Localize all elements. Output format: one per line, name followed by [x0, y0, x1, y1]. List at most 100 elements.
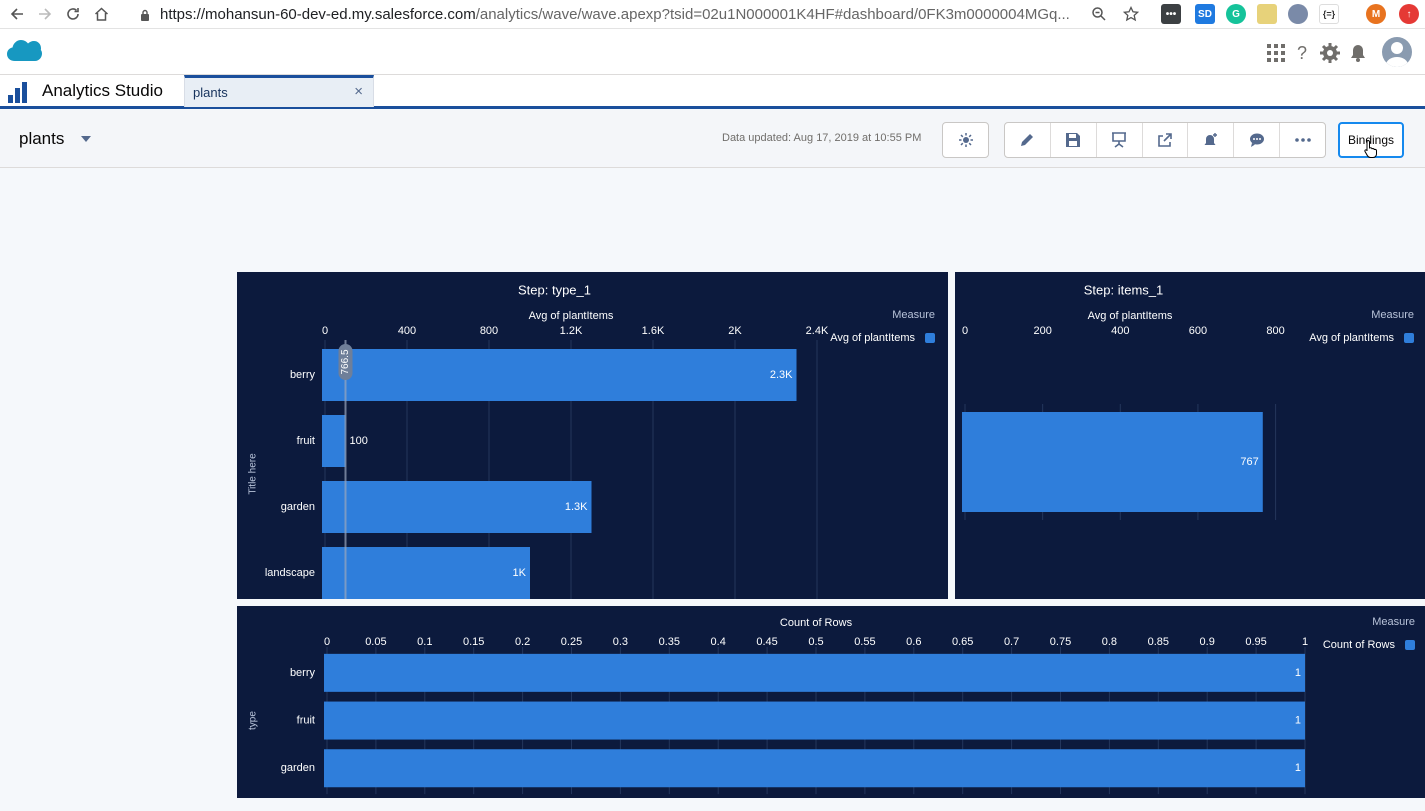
data-label: 1 [1295, 667, 1301, 679]
x-tick-label: 0.25 [561, 636, 582, 648]
bar [324, 653, 1305, 692]
category-label: garden [281, 762, 315, 774]
json-extension-icon[interactable]: {=} [1319, 4, 1339, 24]
legend-item-label: Avg of plantItems [830, 332, 915, 344]
profile-avatar[interactable]: M [1366, 4, 1386, 24]
grammarly-icon[interactable]: G [1226, 4, 1246, 24]
lock-icon [141, 9, 149, 21]
x-tick-label: 0.45 [756, 636, 777, 648]
edit-button[interactable] [1005, 123, 1051, 157]
bar [324, 749, 1305, 788]
app-name: Analytics Studio [42, 81, 163, 100]
x-tick-label: 0.55 [854, 636, 875, 648]
forward-icon[interactable] [34, 3, 56, 25]
legend-title: Measure [892, 309, 935, 321]
tab-plants[interactable]: plants × [184, 75, 374, 107]
notify-button[interactable] [1188, 123, 1235, 157]
x-tick-label: 0.5 [808, 636, 823, 648]
y-axis-label: Title here [248, 453, 259, 495]
home-icon[interactable] [90, 3, 112, 25]
x-tick-label: 1.2K [560, 325, 583, 337]
legend-title: Measure [1372, 616, 1415, 628]
x-axis-label: Count of Rows [780, 617, 853, 629]
profile-initial: M [1371, 8, 1381, 20]
bar-chart-count-of-rows: Count of Rows 0 0.05 0.1 0.15 0.2 0.25 0.3 0.35 0… [248, 616, 1415, 795]
sun-icon [958, 133, 973, 147]
x-tick-label: 0 [962, 325, 968, 337]
share-button[interactable] [1143, 123, 1189, 157]
comment-button[interactable] [1234, 123, 1281, 157]
dashboard-header: plants Data updated: Aug 17, 2019 at 10:… [0, 110, 1425, 168]
global-header: ? [0, 29, 1425, 75]
extension-icon[interactable] [1257, 4, 1277, 24]
x-tick-label: 800 [480, 325, 498, 337]
x-tick-label: 0.7 [1004, 636, 1019, 648]
legend-swatch [925, 333, 935, 343]
data-label: 2.3K [770, 369, 793, 381]
legend-title: Measure [1371, 309, 1414, 321]
app-launcher-icon[interactable] [1265, 42, 1287, 64]
x-tick-label: 0.05 [365, 636, 386, 648]
preview-button[interactable] [942, 122, 989, 158]
close-icon[interactable]: × [354, 83, 363, 100]
chart-panel-type-1[interactable]: Step: type_1 Avg of plantItems 0 400 800 1.2K… [237, 272, 948, 608]
extension-icon[interactable] [1288, 4, 1308, 24]
x-tick-label: 2K [728, 325, 742, 337]
chart-panel-count-of-rows[interactable]: Count of Rows 0 0.05 0.1 0.15 0.2 0.25 0.3 0.35 0… [237, 606, 1425, 798]
dashboard-title[interactable]: plants [19, 129, 65, 148]
save-button[interactable] [1051, 123, 1097, 157]
x-axis-label: Avg of plantItems [529, 310, 614, 322]
present-button[interactable] [1097, 123, 1143, 157]
bar [322, 349, 797, 401]
extension-icon[interactable]: ••• [1161, 4, 1181, 24]
chevron-down-icon[interactable] [81, 136, 91, 142]
pencil-icon [1021, 134, 1034, 146]
x-tick-label: 400 [1111, 325, 1129, 337]
reload-icon[interactable] [62, 3, 84, 25]
bar [322, 415, 346, 467]
x-tick-label: 400 [398, 325, 416, 337]
legend-swatch [1404, 333, 1414, 343]
x-tick-label: 800 [1266, 325, 1284, 337]
data-label: 100 [350, 435, 368, 447]
zoom-icon[interactable] [1088, 3, 1110, 25]
browser-toolbar: https://mohansun-60-dev-ed.my.salesforce… [0, 0, 1425, 29]
x-tick-label: 600 [1189, 325, 1207, 337]
chat-icon [1249, 133, 1264, 147]
grammarly-label: G [1232, 8, 1240, 20]
extension-sd-label: SD [1198, 8, 1212, 20]
category-label: berry [290, 667, 316, 679]
data-label: 1 [1295, 762, 1301, 774]
category-label: garden [281, 501, 315, 513]
chart-title: Step: items_1 [1084, 282, 1164, 297]
user-avatar[interactable] [1382, 37, 1412, 67]
more-actions-button[interactable] [1280, 123, 1325, 157]
json-extension-label: {=} [1322, 9, 1336, 19]
category-label: fruit [297, 435, 315, 447]
back-icon[interactable] [6, 3, 28, 25]
help-icon[interactable]: ? [1296, 42, 1307, 63]
update-icon[interactable]: ↑ [1399, 4, 1419, 24]
x-tick-label: 0.95 [1245, 636, 1266, 648]
address-bar[interactable]: https://mohansun-60-dev-ed.my.salesforce… [140, 4, 1070, 25]
gear-icon[interactable] [1319, 42, 1341, 64]
data-updated-text: Data updated: Aug 17, 2019 at 10:55 PM [722, 132, 922, 144]
bar [324, 701, 1305, 740]
x-tick-label: 0.1 [417, 636, 432, 648]
category-label: landscape [265, 567, 315, 579]
x-tick-label: 0.15 [463, 636, 484, 648]
tab-label: plants [193, 85, 228, 100]
extension-sd-icon[interactable]: SD [1195, 4, 1215, 24]
x-tick-label: 0 [322, 325, 328, 337]
chart-panel-items-1[interactable]: Step: items_1 Avg of plantItems 0 200 400 600… [955, 272, 1425, 599]
x-tick-label: 2.4K [806, 325, 829, 337]
x-tick-label: 200 [1033, 325, 1051, 337]
bell-plus-icon [1204, 133, 1217, 145]
x-tick-label: 1 [1302, 636, 1308, 648]
notification-bell-icon[interactable] [1347, 42, 1369, 64]
legend-swatch [1405, 640, 1415, 650]
bookmark-star-icon[interactable] [1120, 3, 1142, 25]
save-icon [1066, 133, 1081, 147]
analytics-studio-icon [8, 82, 27, 103]
salesforce-logo[interactable] [6, 38, 42, 64]
